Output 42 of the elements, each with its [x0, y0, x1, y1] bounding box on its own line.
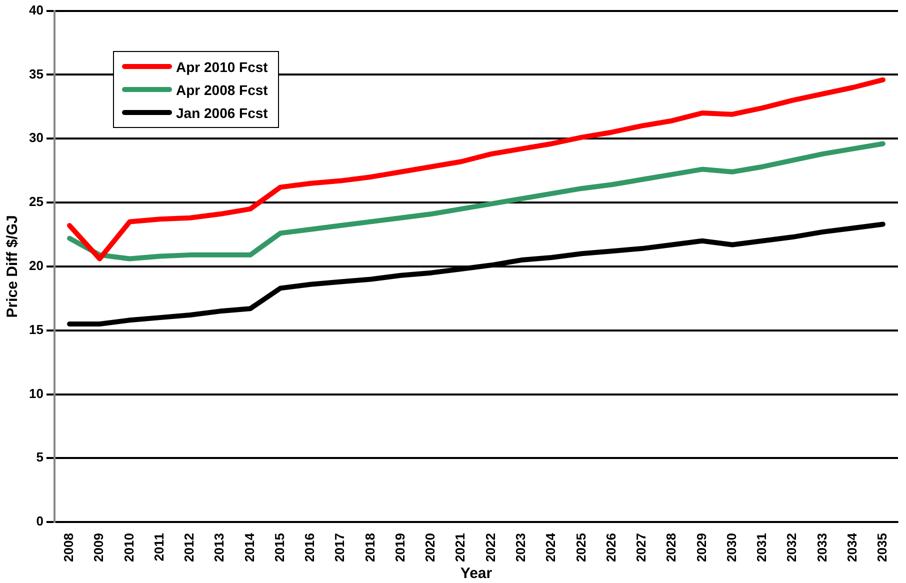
x-tick-label: 2010 — [121, 533, 136, 562]
y-tick-label: 15 — [28, 322, 44, 337]
x-tick-label: 2033 — [814, 533, 830, 562]
x-tick-label: 2022 — [482, 533, 498, 562]
x-tick-label: 2035 — [874, 533, 890, 562]
x-tick-label: 2013 — [212, 533, 227, 562]
y-tick-label: 10 — [28, 386, 44, 401]
x-tick-label: 2031 — [754, 533, 770, 562]
x-tick-label: 2023 — [513, 533, 528, 562]
x-tick-label: 2014 — [242, 532, 257, 562]
x-tick-label: 2032 — [784, 533, 800, 562]
legend-label: Apr 2010 Fcst — [176, 58, 268, 74]
x-tick-label: 2029 — [694, 533, 709, 562]
x-tick-label: 2025 — [573, 533, 588, 562]
legend-label: Jan 2006 Fcst — [176, 104, 268, 120]
legend-label: Apr 2008 Fcst — [176, 82, 268, 98]
x-tick-label: 2034 — [844, 532, 860, 562]
x-tick-label: 2019 — [392, 533, 408, 562]
x-tick-label: 2009 — [91, 533, 106, 562]
x-tick-label: 2008 — [61, 533, 76, 562]
x-tick-label: 2016 — [302, 533, 318, 562]
x-tick-label: 2011 — [151, 533, 166, 562]
y-tick-label: 20 — [28, 258, 44, 274]
y-tick-label: 0 — [36, 514, 44, 529]
x-tick-label: 2021 — [452, 533, 468, 562]
x-tick-label: 2020 — [422, 533, 438, 562]
y-tick-label: 40 — [28, 2, 44, 18]
x-tick-label: 2017 — [332, 533, 348, 562]
x-tick-label: 2012 — [182, 533, 197, 562]
y-tick-label: 25 — [28, 194, 44, 210]
x-tick-label: 2015 — [272, 533, 287, 562]
y-tick-label: 35 — [28, 66, 44, 82]
x-tick-label: 2024 — [543, 532, 558, 562]
x-tick-label: 2026 — [603, 533, 618, 562]
x-tick-label: 2027 — [634, 533, 649, 562]
y-axis-title: Price Diff $/GJ — [4, 215, 22, 318]
x-tick-label: 2018 — [362, 533, 378, 562]
x-tick-label: 2028 — [664, 533, 679, 562]
x-axis-title: Year — [460, 565, 492, 582]
y-tick-label: 30 — [28, 130, 44, 146]
x-tick-label: 2030 — [724, 533, 739, 562]
y-tick-label: 5 — [36, 450, 44, 465]
